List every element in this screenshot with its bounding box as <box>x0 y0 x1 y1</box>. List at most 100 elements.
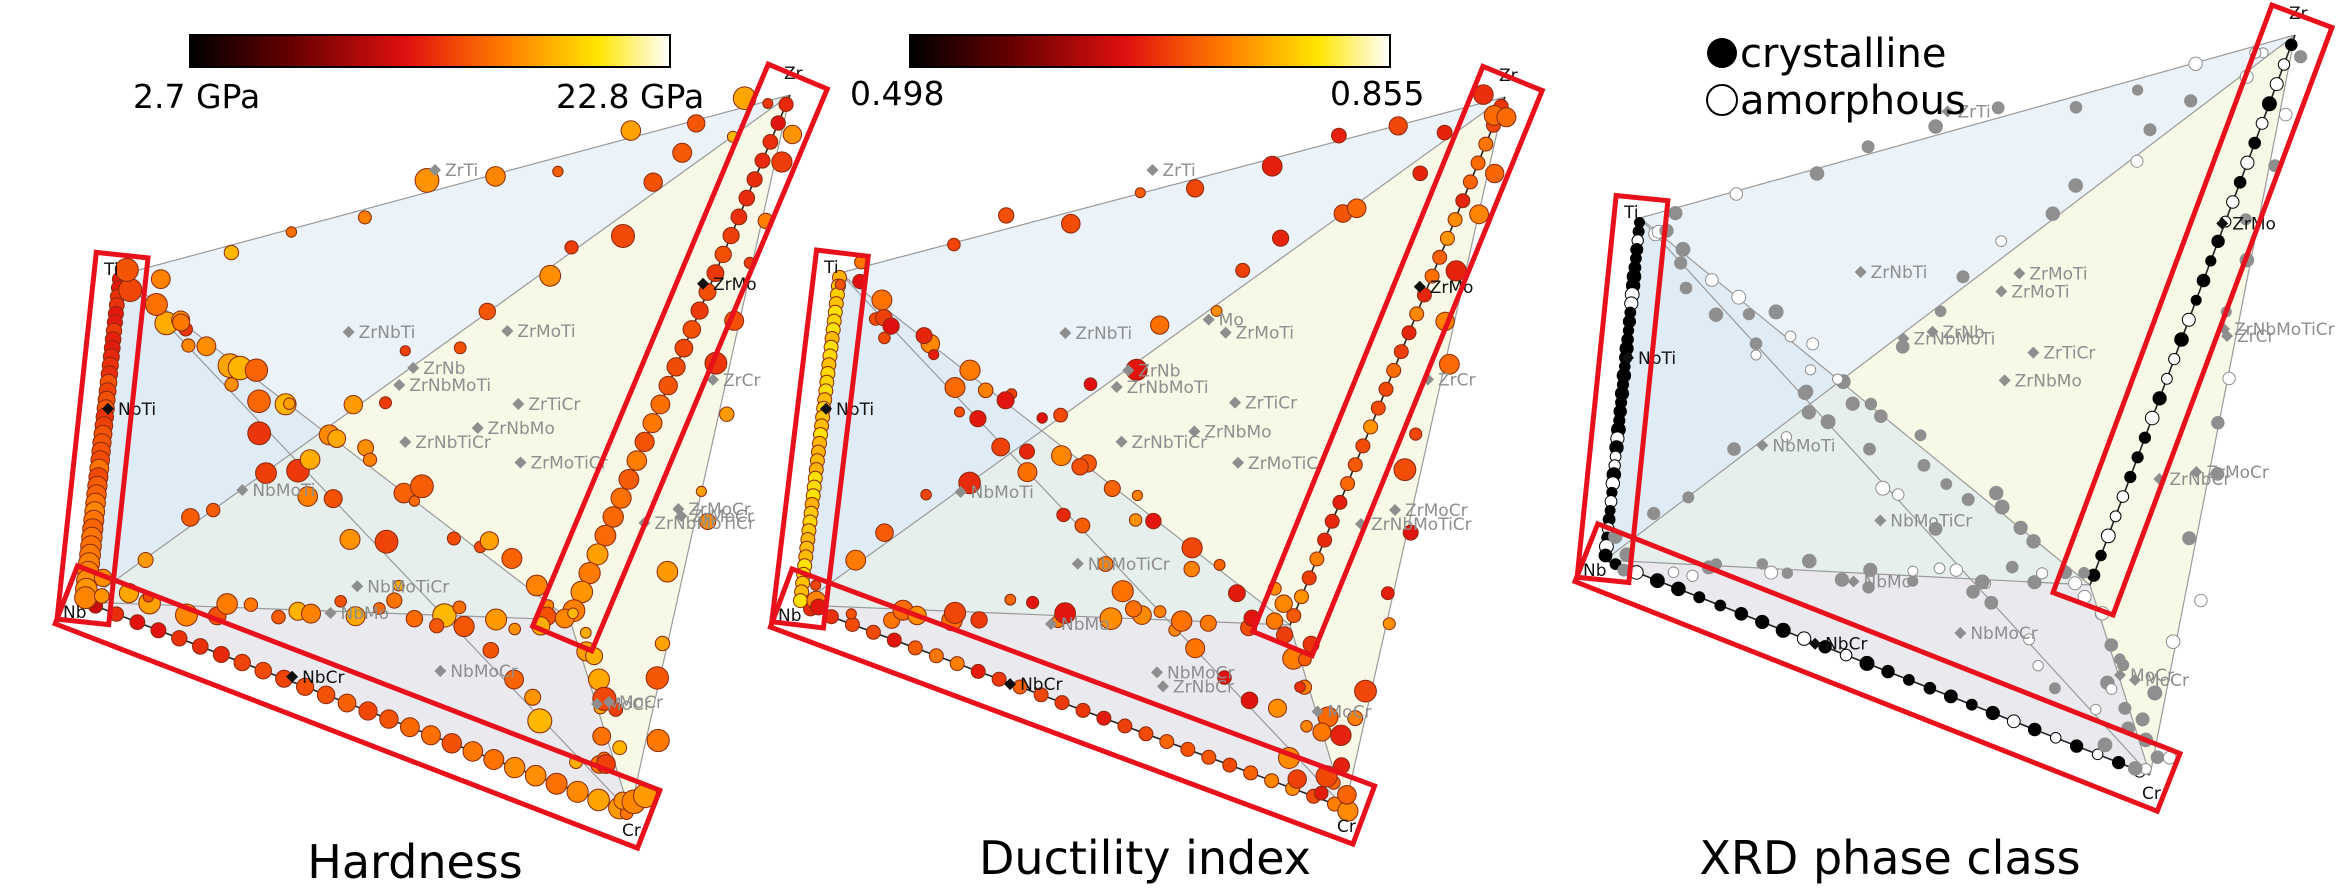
data-point-192 <box>970 611 988 629</box>
data-point-76 <box>1401 325 1417 341</box>
composition-label: MoCr <box>2145 671 2189 691</box>
data-point-182 <box>1347 710 1364 727</box>
data-point-122 <box>1934 305 1947 318</box>
composition-label: NbTi <box>836 400 874 420</box>
data-point-119 <box>1799 384 1814 399</box>
data-point-192 <box>1781 567 1794 579</box>
data-point-200 <box>1966 585 1980 599</box>
data-point-214 <box>947 237 961 252</box>
data-point-13 <box>358 701 378 721</box>
data-point-94 <box>878 331 891 345</box>
data-point-81 <box>1363 419 1379 435</box>
data-point-67 <box>754 152 771 169</box>
data-point-153 <box>1228 584 1246 603</box>
data-point-21 <box>524 764 547 787</box>
data-point-155 <box>2078 567 2090 579</box>
composition-marker <box>2190 466 2203 478</box>
highlight-box-nb-cr <box>1571 520 2184 815</box>
data-point-103 <box>1891 488 1905 501</box>
data-point-69 <box>738 189 756 207</box>
data-point-126 <box>2068 178 2083 193</box>
data-point-24 <box>2112 756 2126 770</box>
data-point-15 <box>1117 718 1133 734</box>
data-point-186 <box>1667 566 1680 579</box>
data-point-94 <box>1679 281 1693 295</box>
data-point-13 <box>1881 664 1895 679</box>
composition-marker <box>1188 425 1201 438</box>
edge-zr-nb <box>84 94 791 603</box>
data-point-89 <box>578 562 601 585</box>
composition-marker <box>1122 364 1135 377</box>
data-point-178 <box>2210 467 2225 481</box>
data-point-64 <box>2285 38 2298 52</box>
data-point-175 <box>1439 353 1460 375</box>
data-point-64 <box>778 96 794 113</box>
data-point-8 <box>254 661 273 680</box>
data-point-210 <box>1991 101 2005 115</box>
data-point-107 <box>1185 638 1206 659</box>
data-point-67 <box>2261 96 2277 112</box>
data-point-126 <box>1272 229 1290 247</box>
highlight-box-zr-mo <box>1249 63 1546 659</box>
composition-label: ZrNbMo <box>1204 422 1271 442</box>
data-point-110 <box>1268 698 1287 718</box>
data-point-170 <box>2294 50 2308 64</box>
composition-label: NbCr <box>302 668 344 688</box>
data-point-176 <box>1409 427 1423 441</box>
data-point-97 <box>247 389 271 414</box>
data-point-7 <box>233 653 251 672</box>
data-point-7 <box>1755 614 1770 630</box>
data-point-18 <box>1985 705 2000 721</box>
data-point-69 <box>1455 193 1471 209</box>
composition-label: NbMoCr <box>1970 624 2037 644</box>
data-point-85 <box>2131 451 2144 464</box>
composition-marker <box>2216 217 2229 230</box>
composition-marker <box>1059 327 1072 339</box>
data-point-10 <box>1818 640 1832 654</box>
data-point-176 <box>2222 371 2236 386</box>
data-point-125 <box>2045 206 2061 221</box>
data-point-20 <box>504 756 526 779</box>
composition-label: ZrCr <box>723 371 761 391</box>
data-point-211 <box>1134 187 1146 199</box>
data-point-8 <box>970 663 986 679</box>
data-point-79 <box>2174 332 2189 347</box>
data-point-66 <box>1478 136 1494 152</box>
data-point-133 <box>871 289 893 311</box>
highlight-box-ti-nb <box>1574 192 1671 586</box>
composition-label: ZrNbTi <box>1871 263 1928 283</box>
highlight-boxes <box>767 63 1546 848</box>
data-point-147 <box>1131 489 1144 502</box>
data-point-179 <box>656 560 679 583</box>
composition-label: NbMo <box>1864 573 1913 593</box>
composition-label: ZrCr <box>1438 370 1476 390</box>
composition-label: ZrNbMoTi <box>1127 378 1209 398</box>
composition-marker <box>1389 504 1401 516</box>
data-point-193 <box>1802 553 1817 569</box>
data-point-163 <box>1300 720 1313 733</box>
data-point-124 <box>478 302 496 321</box>
data-point-205 <box>2068 576 2083 591</box>
data-point-140 <box>1806 337 1820 351</box>
data-point-214 <box>223 244 240 261</box>
data-point-4 <box>171 630 188 647</box>
composition-label: NbMoTi <box>1772 436 1835 456</box>
data-point-9 <box>991 671 1007 687</box>
composition-marker <box>603 696 615 708</box>
data-point-141 <box>996 391 1015 410</box>
legend-label-amorphous: amorphous <box>1740 78 1966 124</box>
data-point-198 <box>1907 565 1919 577</box>
data-point-193 <box>1004 593 1017 606</box>
composition-label: ZrNbMoTiCr <box>2234 320 2335 340</box>
data-point-66 <box>762 134 779 150</box>
data-point-80 <box>2168 353 2181 366</box>
data-point-161 <box>1294 681 1306 693</box>
composition-marker <box>1809 637 1822 650</box>
panel-title: Hardness <box>307 835 522 889</box>
data-point-78 <box>666 357 686 377</box>
composition-marker <box>1847 575 1860 588</box>
data-point-100 <box>1820 414 1836 430</box>
data-point-89 <box>2100 528 2116 544</box>
data-point-3 <box>1671 581 1686 597</box>
